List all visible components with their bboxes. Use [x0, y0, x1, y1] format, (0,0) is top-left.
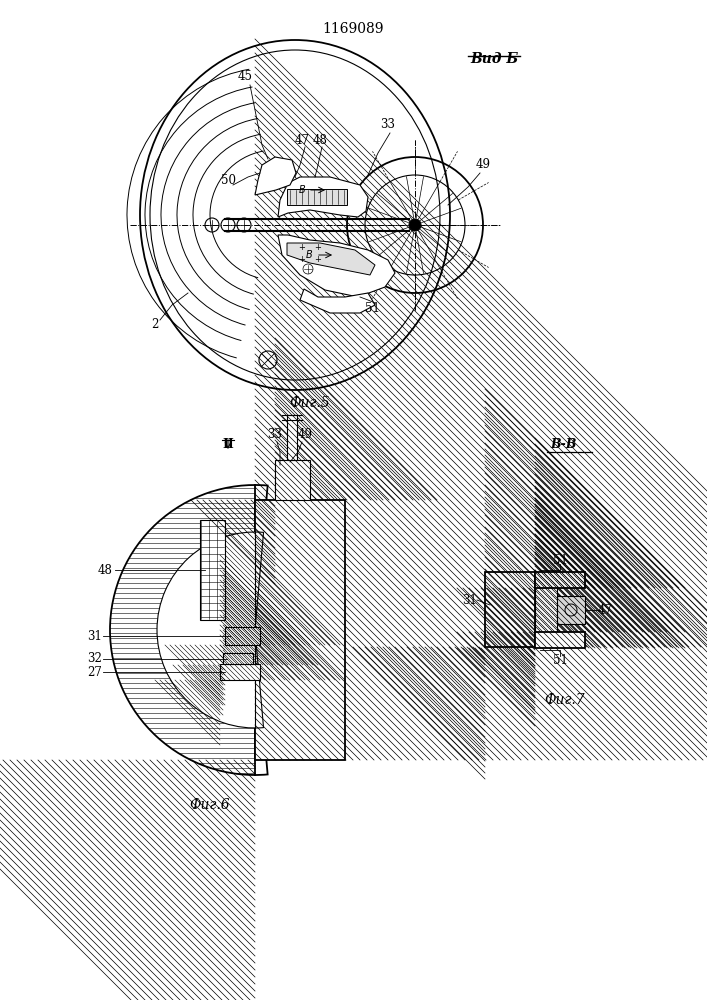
- Text: 47: 47: [597, 603, 612, 616]
- Text: 51: 51: [553, 554, 568, 566]
- Bar: [200, 520, 225, 620]
- Bar: [287, 189, 347, 205]
- Text: II: II: [222, 438, 234, 452]
- Text: 45: 45: [238, 70, 252, 84]
- Text: 48: 48: [98, 564, 112, 576]
- Text: 31: 31: [462, 593, 477, 606]
- Text: 51: 51: [553, 654, 568, 666]
- Bar: [220, 664, 260, 680]
- Polygon shape: [278, 177, 368, 217]
- Ellipse shape: [140, 40, 450, 390]
- Bar: [255, 500, 345, 760]
- Text: 49: 49: [298, 428, 312, 442]
- Text: 50: 50: [221, 174, 235, 186]
- Bar: [535, 587, 557, 632]
- Bar: [255, 500, 345, 760]
- Bar: [535, 572, 585, 588]
- Text: 48: 48: [312, 133, 327, 146]
- Text: 31: 31: [88, 630, 103, 643]
- Circle shape: [409, 219, 421, 231]
- Text: В: В: [298, 185, 305, 195]
- Text: 27: 27: [88, 666, 103, 678]
- Bar: [535, 587, 557, 632]
- Bar: [287, 415, 297, 460]
- Text: +: +: [315, 255, 322, 264]
- Bar: [485, 572, 535, 647]
- Text: 1169089: 1169089: [322, 22, 384, 36]
- Text: 51: 51: [365, 302, 380, 314]
- Bar: [275, 460, 310, 500]
- Text: Вид Б: Вид Б: [470, 52, 518, 66]
- Bar: [223, 653, 253, 665]
- Text: 47: 47: [295, 133, 310, 146]
- Ellipse shape: [150, 50, 440, 380]
- Text: 33: 33: [267, 428, 283, 442]
- Text: +: +: [298, 255, 305, 264]
- Text: 2: 2: [151, 318, 158, 332]
- Bar: [535, 572, 585, 588]
- Bar: [225, 627, 260, 645]
- Text: 32: 32: [88, 652, 103, 666]
- Text: 33: 33: [380, 118, 395, 131]
- Text: 49: 49: [476, 158, 491, 172]
- Bar: [275, 460, 310, 500]
- Bar: [485, 572, 535, 647]
- Text: Фиг.5: Фиг.5: [290, 396, 330, 410]
- Text: +: +: [298, 242, 305, 251]
- Bar: [535, 632, 585, 648]
- Polygon shape: [278, 235, 395, 297]
- Text: Фиг.6: Фиг.6: [189, 798, 230, 812]
- Bar: [220, 664, 260, 680]
- Text: Фиг.7: Фиг.7: [544, 693, 585, 707]
- Polygon shape: [255, 157, 296, 195]
- Polygon shape: [287, 243, 375, 275]
- Polygon shape: [300, 289, 375, 313]
- Wedge shape: [110, 485, 268, 775]
- Bar: [223, 653, 253, 665]
- Wedge shape: [157, 532, 264, 728]
- Bar: [557, 596, 585, 624]
- Bar: [535, 632, 585, 648]
- Text: +: +: [315, 242, 322, 251]
- Text: В: В: [305, 250, 312, 260]
- Text: В-В: В-В: [550, 438, 576, 452]
- Bar: [225, 627, 260, 645]
